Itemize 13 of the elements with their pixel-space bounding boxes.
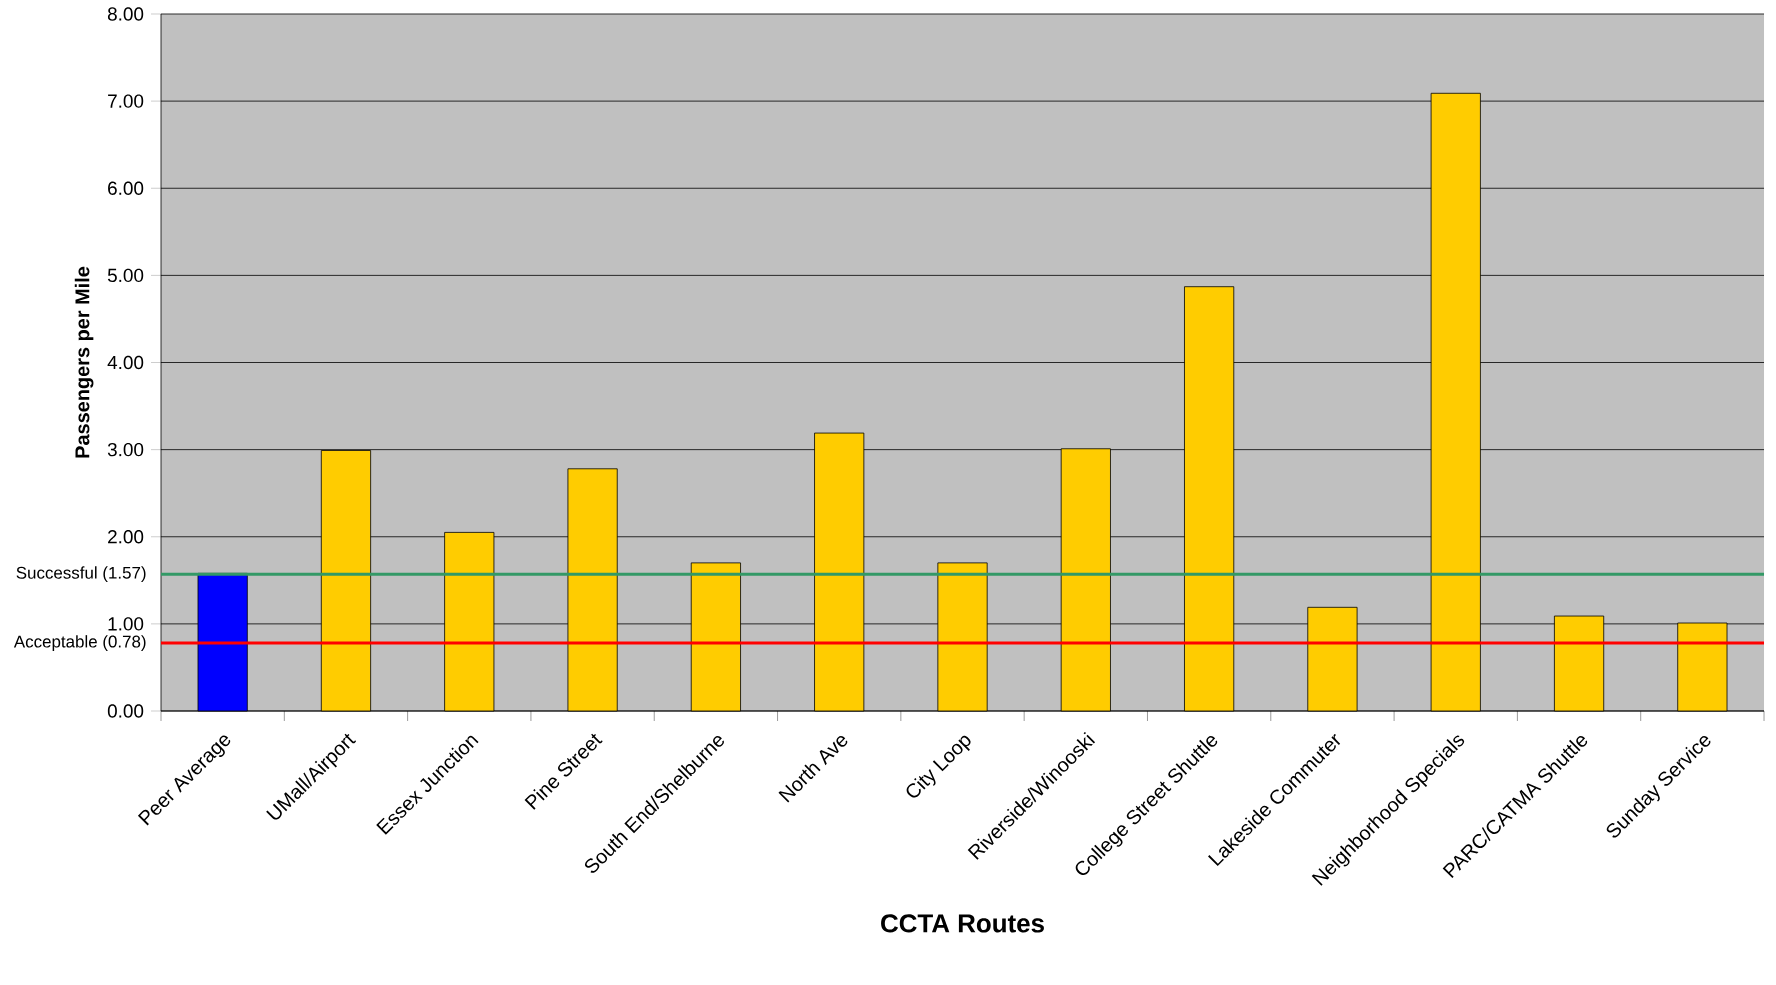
y-tick-label: 6.00 [108, 181, 144, 195]
y-tick-label: 3.00 [107, 442, 144, 457]
y-tick-label: 2.00 [108, 530, 144, 544]
ref-line-label: Acceptable (0.78) [13, 635, 146, 651]
y-tick-label: 0.00 [107, 704, 144, 718]
y-axis-title: Passengers per Mile [74, 266, 94, 458]
ref-line-label: Successful (1.57) [16, 566, 146, 583]
y-tick-label: 1.00 [108, 617, 144, 631]
y-tick-label: 5.00 [107, 268, 144, 283]
x-axis-title: CCTA Routes [881, 914, 1044, 933]
y-tick-label: 7.00 [108, 94, 144, 108]
y-tick-label: 8.00 [107, 7, 144, 21]
y-tick-label: 4.00 [107, 355, 144, 370]
